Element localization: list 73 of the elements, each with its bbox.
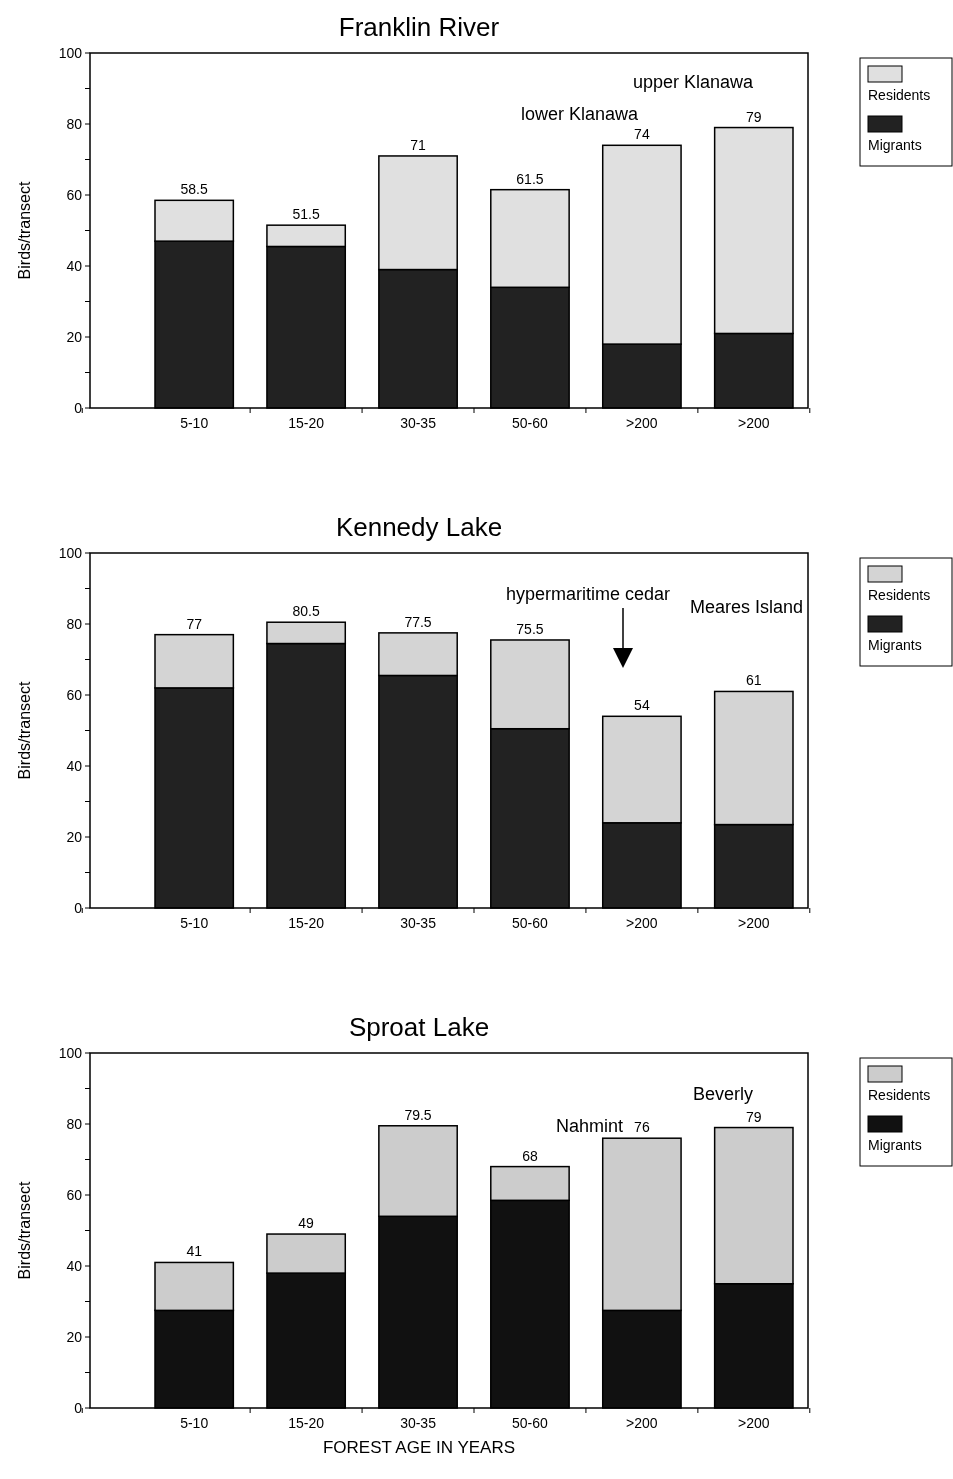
y-tick-label: 40 — [66, 258, 83, 274]
total-label: 80.5 — [292, 603, 320, 620]
x-tick-label: 30-35 — [400, 415, 437, 431]
x-tick-label: 15-20 — [288, 915, 325, 931]
x-tick-label: 50-60 — [512, 415, 549, 431]
y-tick-label: 0 — [74, 400, 83, 416]
annotation: lower Klanawa — [520, 104, 639, 124]
total-label: 49 — [298, 1215, 315, 1232]
y-tick-label: 0 — [74, 1400, 83, 1416]
x-tick-label: 5-10 — [180, 915, 209, 931]
annotation: hypermaritime cedar — [505, 584, 671, 604]
annotation: upper Klanawa — [632, 72, 754, 92]
chart-title: Kennedy Lake — [335, 512, 503, 542]
y-tick-label: 100 — [58, 45, 83, 61]
y-axis-title: Birds/transect — [16, 681, 33, 780]
total-label: 51.5 — [292, 206, 320, 223]
total-label: 79 — [746, 1108, 762, 1125]
x-tick-label: 30-35 — [400, 1415, 437, 1431]
x-tick-label: 15-20 — [288, 1415, 325, 1431]
y-axis-title: Birds/transect — [16, 181, 33, 280]
total-label: 71 — [410, 136, 427, 153]
annotation: Beverly — [692, 1084, 754, 1104]
y-tick-label: 60 — [66, 187, 83, 203]
x-tick-label: 50-60 — [512, 915, 549, 931]
x-tick-label: >200 — [626, 915, 658, 931]
annotation: Nahmint — [556, 1116, 624, 1136]
total-label: 41 — [186, 1243, 203, 1260]
y-tick-label: 60 — [66, 1187, 83, 1203]
total-label: 77 — [186, 615, 203, 632]
x-axis-title: FOREST AGE IN YEARS — [322, 1438, 516, 1457]
total-label: 74 — [634, 126, 650, 143]
total-label: 76 — [634, 1119, 650, 1136]
x-tick-label: 30-35 — [400, 915, 437, 931]
legend-label: Residents — [868, 587, 931, 603]
x-tick-label: >200 — [626, 1415, 658, 1431]
total-label: 54 — [634, 697, 650, 714]
y-tick-label: 20 — [66, 829, 83, 845]
x-tick-label: >200 — [626, 415, 658, 431]
total-label: 77.5 — [404, 613, 432, 630]
chart-title: Franklin River — [338, 12, 500, 42]
total-label: 58.5 — [180, 181, 209, 198]
annotation: Meares Island — [689, 597, 803, 617]
x-tick-label: >200 — [738, 915, 770, 931]
total-label: 61.5 — [516, 170, 544, 187]
y-tick-label: 0 — [74, 900, 83, 916]
legend-label: Residents — [868, 87, 931, 103]
legend-label: Migrants — [868, 1137, 922, 1153]
x-tick-label: 5-10 — [180, 415, 209, 431]
x-tick-label: >200 — [738, 1415, 770, 1431]
total-label: 79 — [746, 108, 762, 125]
x-tick-label: >200 — [738, 415, 770, 431]
x-tick-label: 5-10 — [180, 1415, 209, 1431]
total-label: 68 — [522, 1147, 538, 1164]
y-tick-label: 100 — [58, 1045, 83, 1061]
legend-label: Migrants — [868, 137, 922, 153]
chart-title: Sproat Lake — [348, 1012, 490, 1042]
y-tick-label: 60 — [66, 687, 83, 703]
y-tick-label: 100 — [58, 545, 83, 561]
legend-label: Residents — [868, 1087, 931, 1103]
y-tick-label: 20 — [66, 329, 83, 345]
total-label: 75.5 — [516, 620, 544, 637]
y-tick-label: 80 — [66, 116, 83, 132]
x-tick-label: 50-60 — [512, 1415, 549, 1431]
y-tick-label: 80 — [66, 616, 83, 632]
y-tick-label: 80 — [66, 1116, 83, 1132]
y-tick-label: 20 — [66, 1329, 83, 1345]
total-label: 61 — [746, 672, 762, 689]
legend-label: Migrants — [868, 637, 922, 653]
x-tick-label: 15-20 — [288, 415, 325, 431]
y-axis-title: Birds/transect — [16, 1181, 33, 1280]
y-tick-label: 40 — [66, 1258, 83, 1274]
y-tick-label: 40 — [66, 758, 83, 774]
total-label: 79.5 — [404, 1106, 432, 1123]
